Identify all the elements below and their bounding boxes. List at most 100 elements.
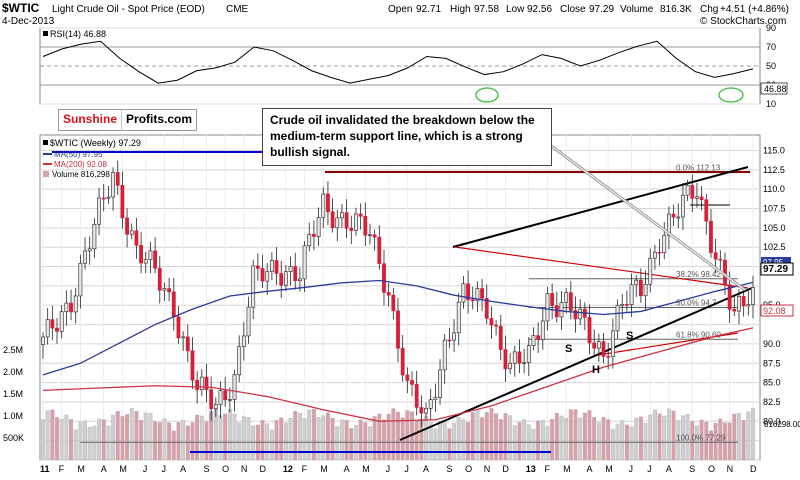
candle-body [129,230,134,235]
candle-body [400,347,405,376]
candle-body [606,356,611,358]
x-tick-label: D [260,464,267,474]
candle-body [78,262,83,297]
candle-body [512,351,517,364]
candle-body [120,184,125,219]
candle-body [195,379,200,391]
candle-body [410,380,414,385]
x-tick-label: D [750,464,757,474]
right-shoulder-label: S [626,330,633,342]
x-tick-label: D [502,464,509,474]
volume-bar [475,410,480,461]
rsi-title: RSI(14) 46.88 [50,29,106,39]
candle-body [578,308,583,320]
candle-body [470,299,475,302]
candle-body [241,335,246,347]
candle-body [653,251,657,259]
candles [41,160,755,428]
candle-body [83,250,87,264]
candle-body [101,197,106,200]
volume-legend-label: Volume 816,298 [52,170,110,179]
volume-bar [87,426,92,461]
volume-tick-label: 2.0M [3,367,23,377]
candle-body [377,236,382,264]
fibonacci-levels: 0.0% 112.13 38.2% 98.42 50.0% 94.7 61.8% 90… [80,164,738,443]
candle-body [199,376,204,391]
volume-bar [578,417,583,461]
volume-bar [50,409,55,461]
candle-body [540,320,545,340]
x-tick-label: O [708,464,715,474]
volume-bar [503,413,508,461]
candle-body [568,292,573,311]
ma200-price-tag [760,304,794,317]
x-tick-label: 12 [283,464,293,474]
candle-body [298,278,302,281]
volume-bar [727,422,732,461]
price-tick-label: 90.0 [763,339,781,349]
volume-bar [610,428,615,461]
volume-bar [92,425,97,461]
candle-body [704,199,709,222]
x-tick-label: M [77,464,85,474]
candle-body [223,390,228,401]
candle-body [92,223,97,250]
volume-bar [723,422,727,461]
candle-body [45,319,50,338]
volume-bar [424,416,428,461]
volume-bar [746,411,751,461]
volume-bar [237,422,242,461]
candle-body [746,304,751,307]
volume-tick-label: 500K [3,433,24,443]
candle-body [391,294,396,312]
candle-body [508,362,513,370]
volume-bar [279,417,284,461]
volume-bar [620,420,625,461]
candle-body [255,265,260,269]
volume-tick-label: 1.0M [3,411,23,421]
rsi-tick-label: 10 [766,99,776,109]
candle-body [695,196,699,199]
x-tick-label: J [629,464,634,474]
volume-bar [559,415,564,461]
rsi-title-group: RSI(14) 46.88 [43,29,106,39]
candle-body [316,217,321,237]
candle-body [522,362,527,364]
volume-bar [690,421,695,461]
fib-label: 100.0% 77.29 [676,433,726,442]
candle-body [139,245,143,264]
x-tick-label: F [59,464,65,474]
candle-body [503,349,508,370]
candle-body [657,251,662,254]
volume-bar [157,422,162,461]
chg-label: Chg [700,4,718,15]
candle-body [386,292,391,296]
volume-bar [78,421,83,461]
price-tick-label: 82.5 [763,397,781,407]
volume-axis: 500K 1.0M 1.5M 2.0M 2.5M [3,345,24,443]
price-tick-label: 110.0 [763,184,785,194]
volume-bar [115,411,120,461]
volume-bar [148,412,153,461]
candle-body [648,257,653,285]
x-tick-label: N [241,464,248,474]
volume-bar [494,413,499,461]
volume-bar [204,421,209,461]
high-label: High [450,4,471,15]
volume-bar [671,410,676,461]
volume-bar [139,420,144,461]
fib-label: 0.0% 112.13 [676,164,721,173]
rsi-tick-label: 90 [766,23,776,33]
volume-bar [545,426,550,461]
x-tick-label: M [119,464,127,474]
volume-bar [120,416,125,461]
candle-body [676,216,681,219]
candle-body [125,217,129,235]
volume-bar [125,414,130,461]
volume-bar [293,410,298,461]
volume-bar [111,414,116,461]
x-tick-label: A [344,464,350,474]
volume-bar [741,420,746,461]
volume-bar [666,408,671,461]
candle-body [312,234,316,237]
